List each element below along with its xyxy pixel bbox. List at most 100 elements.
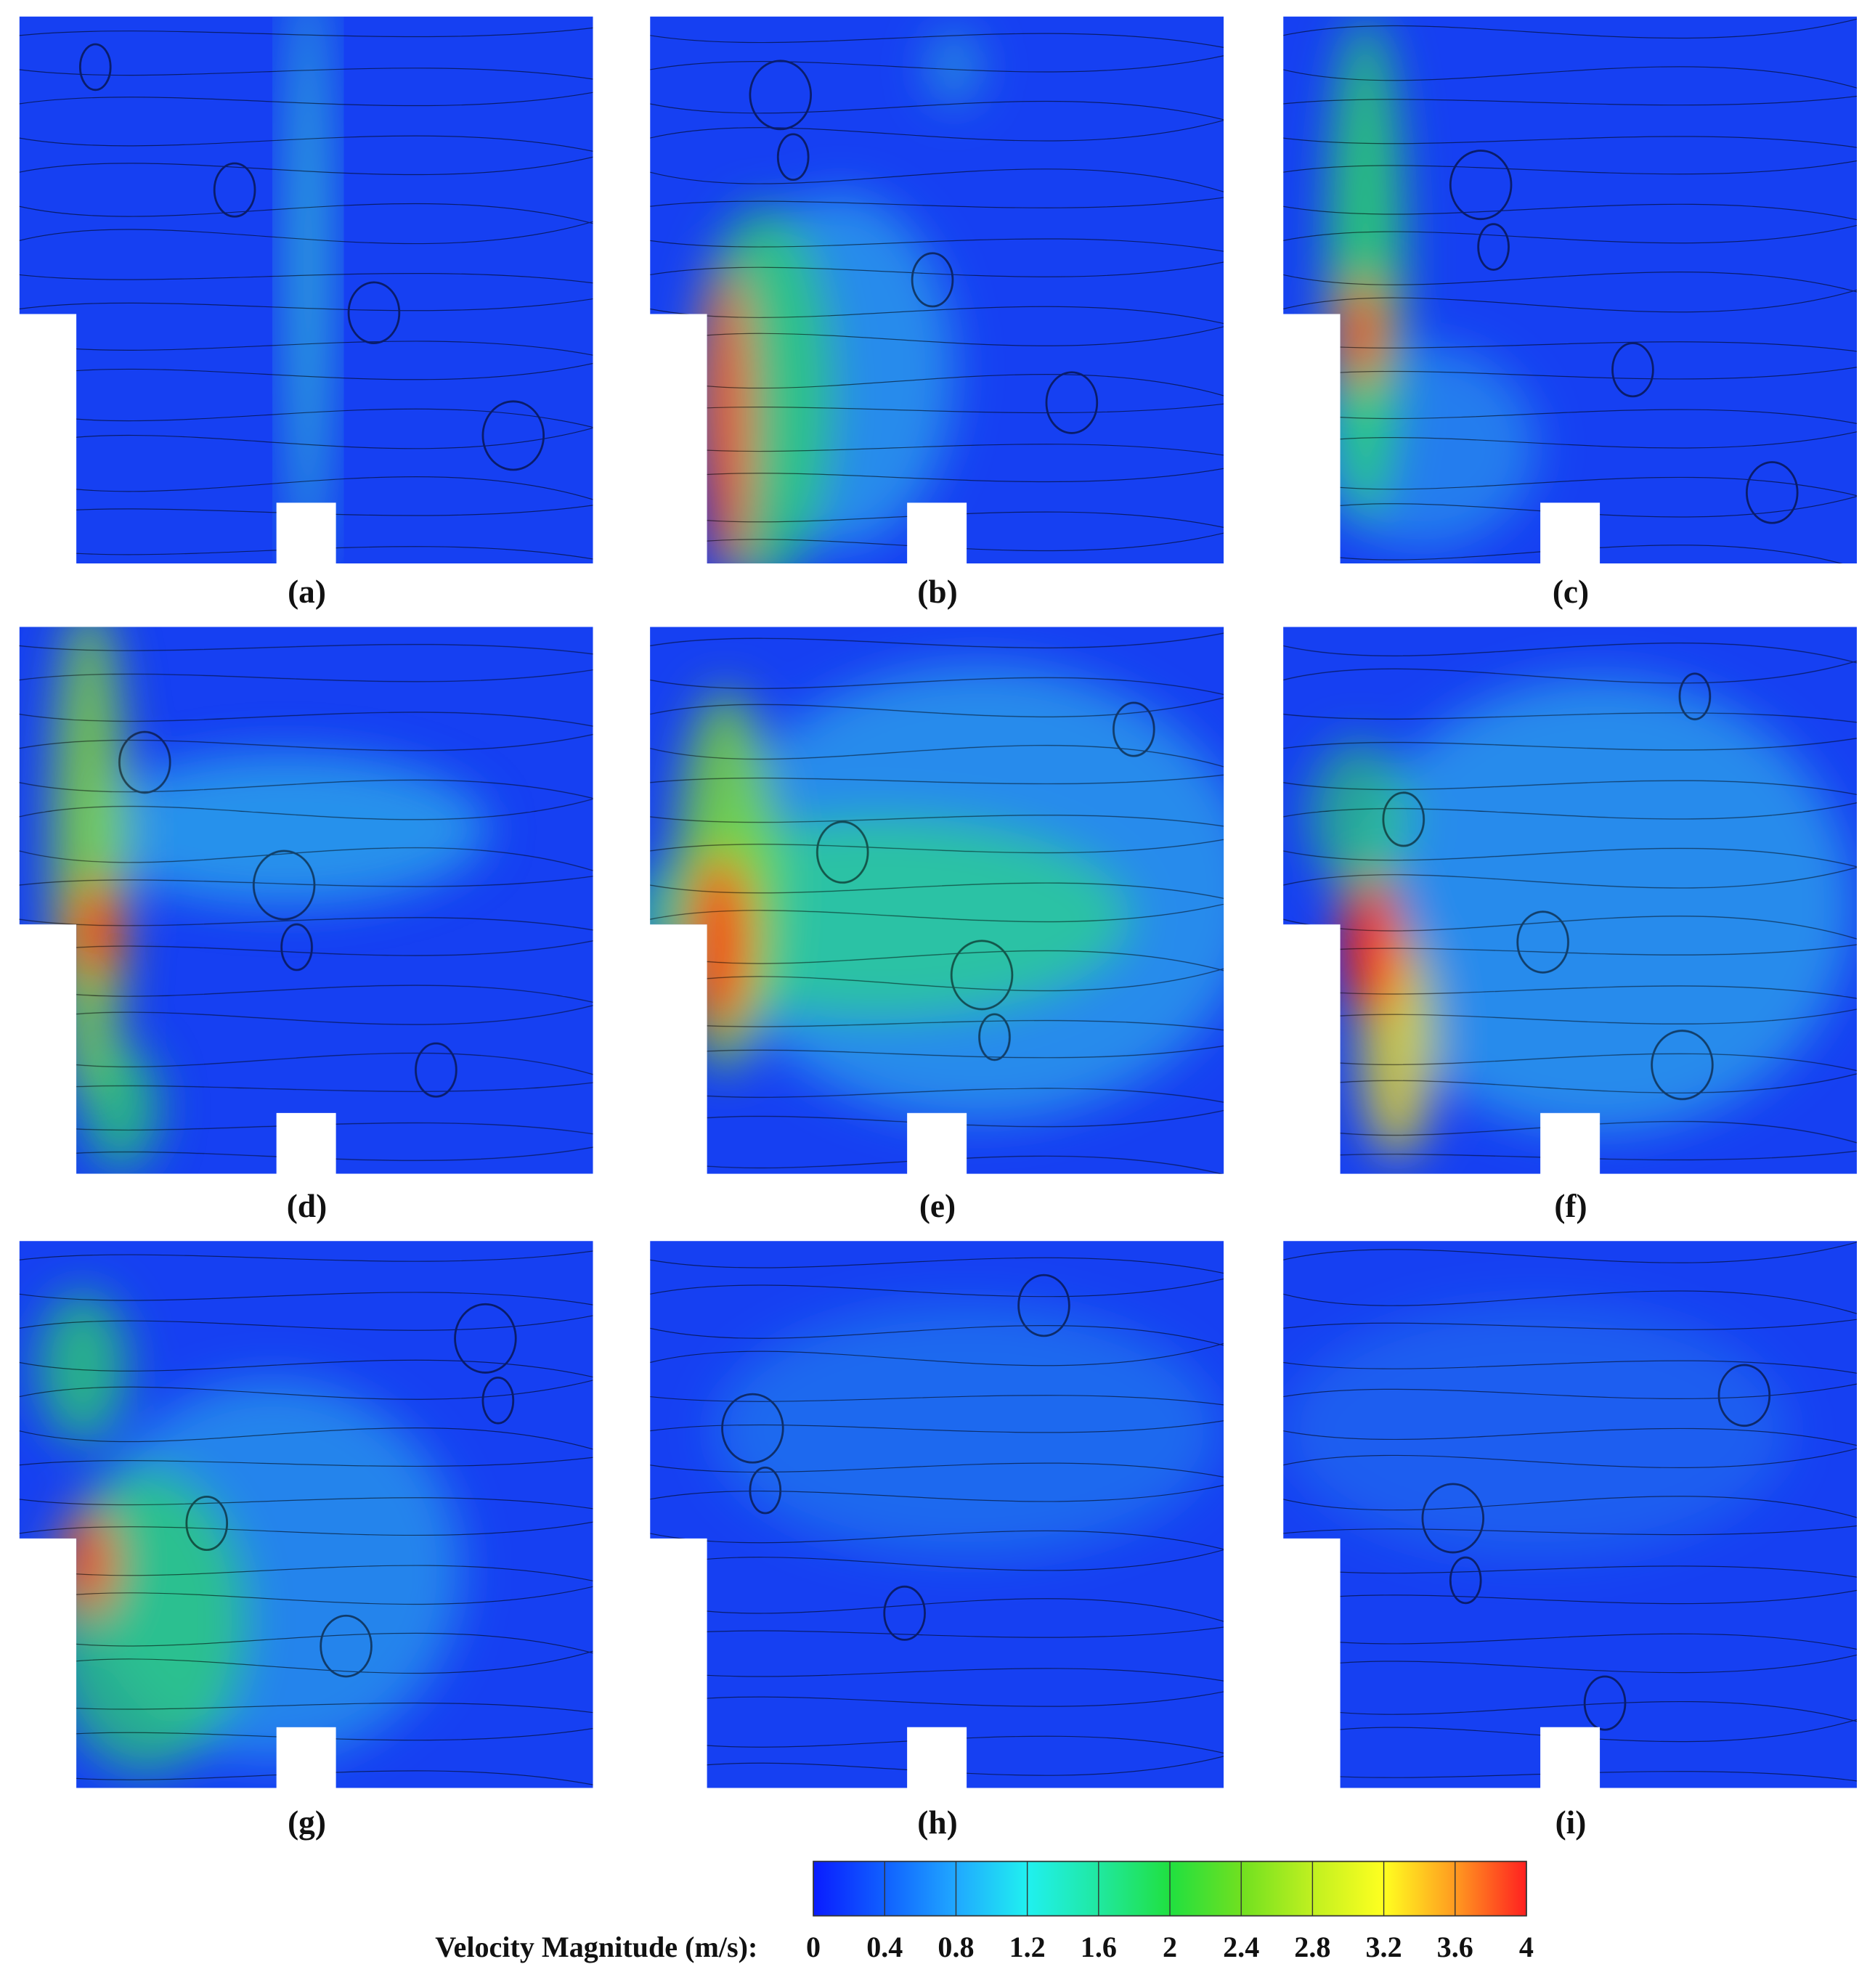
vortex	[1449, 1556, 1482, 1605]
velocity-blob	[1327, 16, 1404, 524]
panel-field	[1283, 627, 1858, 1174]
velocity-field	[694, 29, 980, 564]
streamline	[19, 1521, 593, 1536]
vortex	[978, 1013, 1011, 1062]
vortex	[1611, 342, 1654, 398]
streamline	[1283, 738, 1858, 751]
streamline	[650, 444, 1224, 456]
streamline	[1283, 66, 1858, 89]
streamline	[650, 326, 1224, 346]
streamline	[650, 1395, 1224, 1406]
streamline	[650, 197, 1224, 208]
streamline	[19, 1052, 593, 1075]
colorbar-tick-label: 2.8	[1294, 1931, 1330, 1963]
streamline	[19, 203, 593, 224]
vortex	[1678, 672, 1712, 720]
streamline	[1283, 289, 1858, 313]
velocity-blob	[82, 753, 488, 905]
vortex	[1717, 1364, 1771, 1427]
streamline	[650, 745, 1224, 767]
vortex	[78, 43, 112, 91]
streamline	[19, 91, 593, 107]
vortex	[1449, 150, 1513, 221]
streamline	[19, 1702, 593, 1714]
colorbar-tick-label: 3.2	[1365, 1931, 1402, 1963]
streamline	[1283, 1319, 1858, 1330]
vortex	[749, 1466, 782, 1515]
streamline	[19, 876, 593, 887]
streamline	[650, 632, 1224, 648]
colorbar-band	[813, 1861, 885, 1916]
streamline	[1283, 1053, 1858, 1072]
streamline	[650, 1691, 1224, 1707]
flow-panel: (h)	[650, 1241, 1224, 1841]
streamline	[650, 950, 1224, 971]
streamline	[650, 697, 1224, 717]
streamline	[19, 408, 593, 428]
streamline	[1283, 1496, 1858, 1518]
streamlines	[19, 27, 593, 560]
vortex	[911, 252, 954, 308]
velocity-blob	[51, 627, 127, 1108]
streamline	[1283, 95, 1858, 106]
streamline	[1283, 136, 1858, 148]
colorbar-tick-label: 4	[1519, 1931, 1534, 1963]
streamline	[650, 1257, 1224, 1274]
streamline	[19, 1380, 593, 1400]
streamline	[650, 1668, 1224, 1682]
streamline	[19, 798, 593, 820]
colorbar-tick-label: 1.6	[1081, 1931, 1117, 1963]
streamline	[1283, 847, 1858, 868]
streamline	[1283, 1700, 1858, 1722]
streamline	[19, 712, 593, 727]
colorbar-tick-label: 3.6	[1437, 1931, 1473, 1963]
streamline	[1283, 18, 1858, 39]
streamline	[19, 27, 593, 38]
streamline	[1283, 1242, 1858, 1263]
streamline	[19, 156, 593, 176]
streamline	[650, 839, 1224, 854]
streamlines	[19, 1250, 593, 1785]
streamline	[1283, 660, 1858, 684]
streamline	[650, 374, 1224, 396]
flow-panel: (b)	[650, 16, 1224, 610]
streamline	[19, 427, 593, 449]
colorbar-tick-label: 0	[806, 1931, 821, 1963]
streamline	[19, 476, 593, 500]
velocity-blob	[1346, 677, 1853, 1133]
streamline	[19, 1082, 593, 1092]
streamline	[650, 1549, 1224, 1571]
colorbar-tick-label: 0.8	[938, 1931, 974, 1963]
streamline	[650, 677, 1224, 696]
panel-label: (f)	[1554, 1188, 1587, 1224]
panel-label: (e)	[919, 1188, 956, 1224]
vortex	[1017, 1274, 1070, 1337]
panel-label: (b)	[917, 574, 957, 610]
vortex	[776, 133, 810, 182]
streamline	[1283, 224, 1858, 244]
streamlines	[650, 33, 1224, 552]
vortex	[213, 162, 256, 218]
streamline	[650, 815, 1224, 827]
streamline	[1283, 1360, 1858, 1374]
streamline	[1283, 203, 1858, 221]
colorbar-band	[1098, 1861, 1171, 1916]
streamline	[1283, 1290, 1858, 1314]
streamline	[1283, 476, 1858, 497]
velocity-field	[1283, 1304, 1790, 1558]
streamline	[1283, 985, 1858, 999]
streamline	[19, 273, 593, 284]
vortex	[1651, 1030, 1714, 1101]
streamline	[1283, 802, 1858, 820]
streamline	[19, 341, 593, 356]
streamline	[1283, 431, 1858, 449]
panel-field	[1283, 1241, 1858, 1788]
streamline	[19, 221, 593, 245]
vortex	[1583, 1675, 1627, 1731]
streamline	[1283, 1565, 1858, 1578]
streamline	[19, 1565, 593, 1581]
streamline	[650, 968, 1224, 992]
vortex	[1516, 911, 1569, 974]
streamline	[19, 1315, 593, 1331]
